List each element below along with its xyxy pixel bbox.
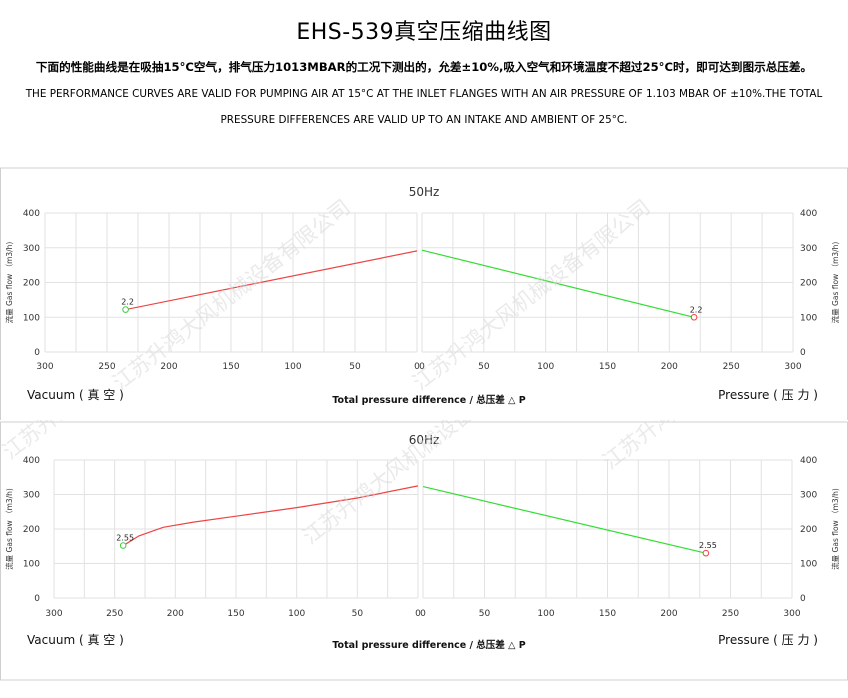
- x-tick-label-vacuum: 50: [349, 362, 361, 372]
- y-axis-label-left: 流量 Gas flow （m3/h): [4, 488, 14, 570]
- chart-title: 60Hz: [409, 433, 440, 447]
- x-tick-label-vacuum: 300: [36, 362, 53, 372]
- x-tick-label-vacuum: 150: [227, 609, 244, 619]
- series-end-marker-vacuum: [119, 542, 127, 549]
- y-tick-label-left: 100: [23, 560, 40, 570]
- x-tick-label-vacuum: 200: [167, 609, 184, 619]
- x-axis-label: Total pressure difference / 总压差 △ P: [332, 639, 525, 651]
- x-tick-label-pressure: 150: [599, 362, 616, 372]
- pressure-label: Pressure ( 压 力 ): [718, 633, 818, 647]
- x-tick-label-pressure: 50: [479, 609, 491, 619]
- y-tick-label-left: 400: [23, 456, 40, 466]
- series-line-vacuum: [125, 250, 418, 311]
- series-end-marker-pressure: [690, 313, 698, 321]
- series-line-pressure: [421, 249, 695, 318]
- x-tick-label-pressure: 0: [419, 362, 425, 372]
- note-chinese: 下面的性能曲线是在吸抽15°C空气，排气压力1013MBAR的工况下测出的，允差…: [35, 60, 813, 74]
- x-tick-label-pressure: 250: [723, 362, 740, 372]
- series-end-marker-vacuum: [122, 306, 129, 313]
- x-tick-label-vacuum: 50: [352, 609, 364, 619]
- x-tick-label-pressure: 200: [660, 609, 677, 619]
- note-english-line-2: PRESSURE DIFFERENCES ARE VALID UP TO AN …: [220, 114, 628, 126]
- x-tick-label-vacuum: 250: [106, 609, 123, 619]
- y-tick-label-left: 300: [23, 491, 40, 501]
- y-axis-label-right: 流量 Gas flow （m3/h): [830, 242, 840, 324]
- x-tick-label-vacuum: 0: [415, 609, 421, 619]
- y-tick-label-left: 0: [34, 348, 40, 358]
- x-tick-label-vacuum: 250: [98, 362, 115, 372]
- y-tick-label-right: 400: [800, 209, 817, 219]
- y-tick-label-right: 300: [800, 491, 817, 501]
- y-tick-label-right: 200: [800, 279, 817, 289]
- x-tick-label-pressure: 300: [784, 362, 801, 372]
- y-tick-label-left: 300: [23, 244, 40, 254]
- watermark-text: 江苏升鸿大风机械设备有限公司: [298, 420, 544, 549]
- x-tick-label-pressure: 150: [599, 609, 616, 619]
- y-tick-label-right: 400: [800, 456, 817, 466]
- y-tick-label-right: 200: [800, 525, 817, 535]
- series-end-marker-pressure: [702, 549, 710, 557]
- note-english-line-1: THE PERFORMANCE CURVES ARE VALID FOR PUM…: [25, 88, 823, 100]
- x-tick-label-pressure: 0: [420, 609, 426, 619]
- y-tick-label-left: 400: [23, 209, 40, 219]
- y-tick-label-right: 0: [800, 348, 806, 358]
- chart-title: 50Hz: [409, 185, 440, 199]
- series-line-vacuum: [122, 485, 419, 547]
- x-tick-label-vacuum: 150: [222, 362, 239, 372]
- y-tick-label-left: 0: [34, 594, 40, 604]
- y-tick-label-right: 300: [800, 244, 817, 254]
- y-tick-label-left: 200: [23, 525, 40, 535]
- page-title: EHS-539真空压缩曲线图: [296, 20, 552, 45]
- x-tick-label-vacuum: 200: [160, 362, 177, 372]
- series-end-label-pressure: 2.55: [699, 541, 717, 550]
- y-tick-label-right: 100: [800, 560, 817, 570]
- y-axis-label-right: 流量 Gas flow （m3/h): [830, 488, 840, 570]
- x-tick-label-pressure: 50: [478, 362, 490, 372]
- watermark-text: 江苏升鸿大风机械设备有限公司: [408, 195, 654, 395]
- y-tick-label-left: 200: [23, 279, 40, 289]
- pressure-label: Pressure ( 压 力 ): [718, 388, 818, 402]
- series-end-label-pressure: 2.2: [690, 305, 703, 314]
- y-tick-label-left: 100: [23, 313, 40, 323]
- x-tick-label-pressure: 100: [537, 609, 554, 619]
- vacuum-label: Vacuum ( 真 空 ): [27, 633, 124, 647]
- x-tick-label-pressure: 250: [722, 609, 739, 619]
- y-tick-label-right: 100: [800, 313, 817, 323]
- series-end-label-vacuum: 2.55: [116, 534, 134, 543]
- x-tick-label-vacuum: 100: [288, 609, 305, 619]
- x-tick-label-vacuum: 100: [284, 362, 301, 372]
- series-end-label-vacuum: 2.2: [121, 298, 134, 307]
- y-tick-label-right: 0: [800, 594, 806, 604]
- x-axis-label: Total pressure difference / 总压差 △ P: [332, 394, 525, 406]
- series-line-pressure: [422, 486, 707, 554]
- y-axis-label-left: 流量 Gas flow （m3/h): [4, 242, 14, 324]
- x-tick-label-pressure: 100: [537, 362, 554, 372]
- vacuum-label: Vacuum ( 真 空 ): [27, 388, 124, 402]
- x-tick-label-vacuum: 300: [45, 609, 62, 619]
- x-tick-label-vacuum: 0: [414, 362, 420, 372]
- x-tick-label-pressure: 200: [661, 362, 678, 372]
- x-tick-label-pressure: 300: [783, 609, 800, 619]
